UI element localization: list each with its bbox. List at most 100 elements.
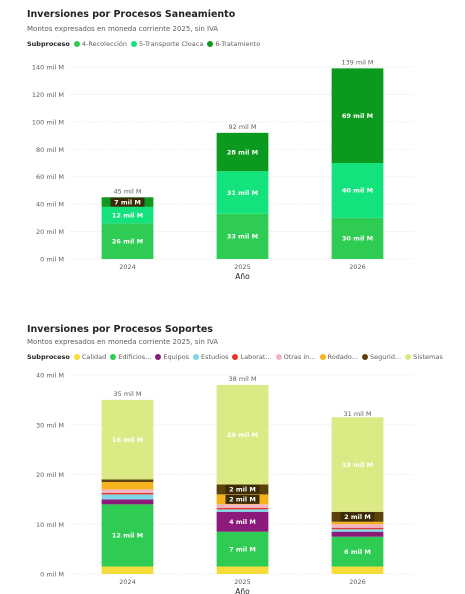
legend-title: Subproceso — [27, 353, 70, 361]
bar-segment[interactable] — [331, 524, 384, 528]
bar-segment[interactable] — [331, 536, 384, 567]
legend-label: Sistemas — [413, 353, 443, 361]
bar-segment[interactable] — [101, 494, 154, 500]
bar-segment[interactable] — [216, 213, 269, 259]
legend-swatch — [319, 354, 326, 360]
bar-segment[interactable] — [331, 529, 384, 532]
bar-segment[interactable] — [331, 68, 384, 163]
bar-segment[interactable] — [101, 479, 154, 482]
legend-label: Rodado... — [327, 353, 359, 361]
y-tick-label: 100 mil M — [32, 118, 64, 126]
bar-segment[interactable] — [101, 206, 154, 224]
legend-items: Calidad Edificios... Equipos Estudios Labora… — [73, 353, 447, 361]
data-label: 20 mil M — [227, 431, 258, 439]
legend-item[interactable]: Sistemas — [405, 353, 443, 361]
bar-segment[interactable] — [101, 489, 154, 493]
data-label-text: 31 mil M — [227, 189, 258, 197]
bar-segment[interactable] — [331, 163, 384, 218]
bar-segment[interactable] — [101, 492, 154, 495]
legend-label: 5-Transporte Cloaca — [139, 40, 204, 48]
data-label-text: 7 mil M — [114, 198, 141, 206]
bar-segment[interactable] — [331, 417, 384, 512]
total-label: 92 mil M — [229, 123, 257, 131]
bar-segment[interactable] — [331, 521, 384, 525]
legend-swatch — [362, 354, 368, 360]
bar-segment[interactable] — [331, 217, 384, 259]
data-label-text: 26 mil M — [112, 237, 143, 245]
bar-segment[interactable] — [101, 223, 154, 259]
data-label: 12 mil M — [112, 532, 143, 540]
data-label-text: 12 mil M — [112, 211, 143, 219]
data-label: 40 mil M — [342, 187, 373, 195]
y-tick-label: 120 mil M — [32, 91, 64, 99]
chart-title: Inversiones por Procesos Saneamiento — [27, 9, 236, 20]
y-tick-label: 0 mil M — [40, 571, 64, 579]
data-label: 4 mil M — [229, 518, 256, 526]
data-label: 30 mil M — [342, 235, 373, 243]
bar-segment[interactable] — [101, 399, 154, 480]
y-tick-label: 140 mil M — [32, 64, 64, 72]
legend-item[interactable]: Laborat... — [232, 353, 272, 361]
legend-item[interactable]: Calidad — [73, 353, 107, 361]
chart-panel-soportes: Inversiones por Procesos Soportes Montos… — [0, 318, 465, 594]
legend-label: 6-Tratamiento — [215, 40, 261, 48]
total-label: 35 mil M — [114, 390, 142, 398]
data-label: 16 mil M — [112, 436, 143, 444]
legend-label: Calidad — [81, 353, 107, 361]
bar-segment[interactable] — [216, 507, 269, 510]
bar-segment[interactable] — [216, 504, 269, 508]
bar-segment[interactable] — [101, 481, 154, 490]
y-tick-label: 10 mil M — [36, 521, 64, 529]
data-label-text: 28 mil M — [227, 148, 258, 156]
data-label-text: 69 mil M — [342, 112, 373, 120]
data-label-text: 7 mil M — [229, 545, 256, 553]
legend-swatch — [193, 354, 199, 360]
legend-item[interactable]: Rodado... — [319, 353, 359, 361]
bar-segment[interactable] — [216, 566, 269, 574]
legend-label: Estudios — [201, 353, 229, 361]
legend-items: 4-Recolección 5-Transporte Cloaca 6-Tratam… — [73, 40, 264, 48]
data-label-text: 2 mil M — [229, 496, 256, 504]
y-tick-label: 0 mil M — [40, 256, 64, 264]
legend-item[interactable]: Estudios — [193, 353, 228, 361]
bar-segment[interactable] — [101, 499, 154, 505]
y-tick-label: 60 mil M — [36, 173, 64, 181]
data-label-bg — [340, 512, 375, 522]
bar-segment[interactable] — [101, 566, 154, 574]
bar-segment[interactable] — [216, 509, 269, 512]
data-label-text: 12 mil M — [112, 532, 143, 540]
y-tick-label: 30 mil M — [36, 421, 64, 429]
legend-item[interactable]: Equipos — [155, 353, 189, 361]
legend-item[interactable]: 6-Tratamiento — [207, 40, 260, 48]
bar-segment[interactable] — [216, 171, 269, 214]
x-axis-title: Año — [235, 587, 250, 594]
stacked-bar-chart-soportes: 0 mil M 10 mil M 20 mil M 30 mil M 40 mil M 1… — [36, 372, 415, 594]
bar-segment[interactable] — [216, 511, 269, 532]
bar-segment[interactable] — [331, 527, 384, 530]
data-label-text: 33 mil M — [227, 233, 258, 241]
legend-swatch — [73, 41, 80, 47]
bar-segment[interactable] — [216, 132, 269, 172]
legend-item[interactable]: Edificios... — [110, 353, 151, 361]
legend-item[interactable]: Otras in... — [275, 353, 316, 361]
legend-item[interactable]: Segurid... — [362, 353, 401, 361]
chart-panel-saneamiento: Inversiones por Procesos Saneamiento Mon… — [27, 9, 415, 281]
data-label: 28 mil M — [227, 148, 258, 156]
legend-item[interactable]: 4-Recolección — [73, 40, 128, 48]
y-tick-label: 20 mil M — [36, 471, 64, 479]
data-label-text: 40 mil M — [342, 187, 373, 195]
bar-segment[interactable] — [101, 504, 154, 567]
bar-segment[interactable] — [331, 531, 384, 537]
legend-label: 4-Recolección — [81, 40, 128, 48]
x-tick-label: 2025 — [234, 578, 251, 586]
data-label-bg — [110, 197, 145, 207]
total-label: 45 mil M — [114, 187, 142, 195]
chart-legend: Subproceso Calidad Edificios... Equipos Est… — [27, 353, 447, 361]
y-tick-label: 40 mil M — [36, 201, 64, 209]
data-label: 26 mil M — [112, 237, 143, 245]
legend-item[interactable]: 5-Transporte Cloaca — [131, 40, 203, 48]
x-tick-label: 2025 — [234, 263, 251, 271]
bar-segment[interactable] — [331, 566, 384, 574]
bar-segment[interactable] — [216, 384, 269, 485]
bar-segment[interactable] — [216, 531, 269, 567]
